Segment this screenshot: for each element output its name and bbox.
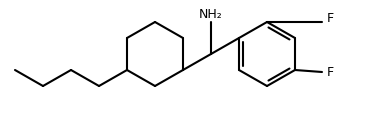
Text: F: F — [326, 66, 333, 78]
Text: F: F — [326, 12, 333, 24]
Text: NH₂: NH₂ — [199, 7, 223, 21]
